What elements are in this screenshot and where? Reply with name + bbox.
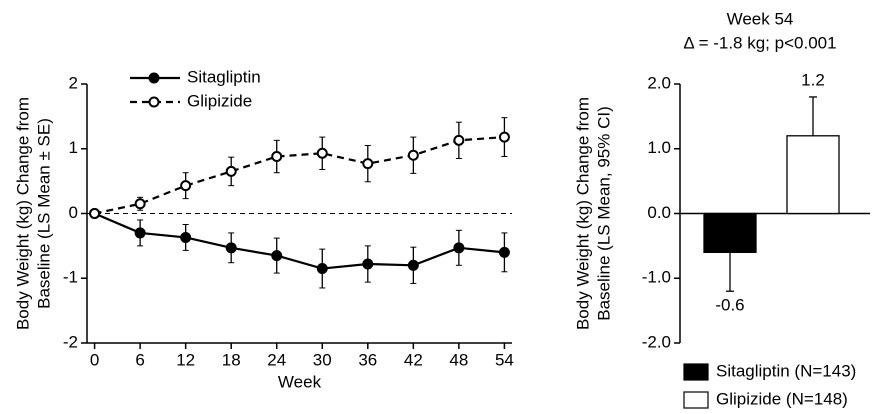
legend-swatch bbox=[683, 363, 709, 381]
marker bbox=[498, 246, 510, 258]
marker bbox=[407, 259, 419, 271]
y-tick-label: 2 bbox=[69, 73, 78, 92]
x-tick-label: 0 bbox=[90, 350, 99, 369]
y-tick-label: 1 bbox=[69, 138, 78, 157]
marker bbox=[453, 242, 465, 254]
y-tick-label: -2.0 bbox=[642, 332, 671, 351]
legend-label: Glipizide bbox=[187, 91, 252, 110]
x-tick-label: 54 bbox=[495, 350, 514, 369]
marker bbox=[271, 151, 283, 163]
x-tick-label: 24 bbox=[267, 350, 286, 369]
x-axis-label: Week bbox=[278, 372, 322, 391]
legend-marker bbox=[148, 96, 160, 108]
chart-title: Week 54 bbox=[727, 9, 794, 28]
series-line bbox=[94, 135, 505, 215]
x-tick-label: 36 bbox=[358, 350, 377, 369]
y-axis-label: Baseline (LS Mean ± SE) bbox=[34, 118, 53, 309]
marker bbox=[362, 258, 374, 270]
x-tick-label: 6 bbox=[135, 350, 144, 369]
x-tick-label: 42 bbox=[404, 350, 423, 369]
series-line bbox=[94, 212, 505, 270]
x-tick-label: 18 bbox=[222, 350, 241, 369]
marker bbox=[316, 147, 328, 159]
legend-label: Glipizide (N=148) bbox=[716, 389, 848, 408]
x-tick-label: 48 bbox=[449, 350, 468, 369]
legend-swatch bbox=[683, 391, 709, 409]
x-tick-label: 30 bbox=[313, 350, 332, 369]
marker bbox=[89, 208, 101, 219]
bar bbox=[786, 135, 840, 215]
legend-label: Sitagliptin bbox=[187, 67, 261, 86]
marker bbox=[407, 149, 419, 161]
marker bbox=[180, 231, 192, 243]
legend-marker bbox=[148, 72, 160, 84]
y-tick-label: 2.0 bbox=[647, 73, 671, 92]
value-label: -0.6 bbox=[715, 296, 744, 315]
marker bbox=[498, 131, 510, 143]
marker bbox=[134, 198, 146, 210]
y-tick-label: -1 bbox=[63, 268, 78, 287]
y-axis-label: Body Weight (kg) Change from bbox=[13, 97, 32, 330]
marker bbox=[271, 250, 283, 262]
marker bbox=[316, 263, 328, 275]
legend-label: Sitagliptin (N=143) bbox=[716, 361, 856, 380]
y-tick-label: -1.0 bbox=[642, 268, 671, 287]
marker bbox=[362, 158, 374, 170]
y-axis-label: Body Weight (kg) Change from bbox=[573, 97, 592, 330]
marker bbox=[225, 165, 237, 177]
bar bbox=[703, 212, 757, 253]
value-label: 1.2 bbox=[801, 70, 825, 89]
y-tick-label: 1.0 bbox=[647, 138, 671, 157]
marker bbox=[134, 227, 146, 239]
marker bbox=[225, 242, 237, 254]
marker bbox=[180, 180, 192, 192]
y-tick-label: 0.0 bbox=[647, 203, 671, 222]
chart-title: Δ = -1.8 kg; p<0.001 bbox=[683, 33, 836, 52]
y-tick-label: 0 bbox=[69, 203, 78, 222]
y-tick-label: -2 bbox=[63, 332, 78, 351]
x-tick-label: 12 bbox=[176, 350, 195, 369]
marker bbox=[453, 134, 465, 146]
y-axis-label: Baseline (LS Mean, 95% CI) bbox=[594, 106, 613, 321]
